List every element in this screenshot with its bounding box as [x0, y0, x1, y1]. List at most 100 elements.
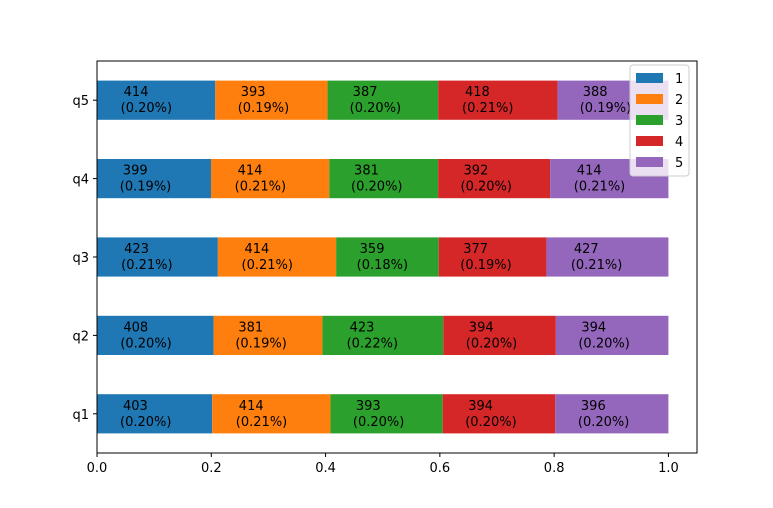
data-label-count: 414 — [124, 85, 149, 100]
x-tick-label-0.2: 0.2 — [201, 461, 222, 476]
bar-q2-series-4 — [443, 315, 556, 355]
data-label-q1-series-3: 393 (0.20%) — [353, 399, 404, 430]
data-label-count: 359 — [360, 242, 385, 257]
data-label-q2-series-5: 394 (0.20%) — [578, 320, 629, 351]
legend-label-series-5: 5 — [675, 156, 683, 171]
legend-label-series-1: 1 — [675, 72, 683, 87]
bar-q5-series-3 — [327, 80, 439, 120]
data-label-count: 381 — [238, 320, 263, 335]
x-tick-label-1.0: 1.0 — [658, 461, 679, 476]
data-label-q5-series-1: 414 (0.20%) — [121, 85, 172, 116]
bar-q2-series-2 — [213, 315, 323, 355]
data-labels-layer: 403 (0.20%)414 (0.21%)393 (0.20%)394 (0.20%)… — [120, 85, 631, 430]
data-label-percent: (0.20%) — [466, 336, 517, 351]
data-label-count: 394 — [469, 320, 494, 335]
data-label-q5-series-5: 388 (0.19%) — [580, 85, 631, 116]
data-label-q2-series-2: 381 (0.19%) — [235, 320, 286, 351]
bar-q1-series-5 — [555, 394, 669, 434]
data-label-q3-series-3: 359 (0.18%) — [357, 242, 408, 273]
data-label-percent: (0.19%) — [460, 258, 511, 273]
data-label-percent: (0.22%) — [347, 336, 398, 351]
bar-q2-series-1 — [97, 315, 214, 355]
data-label-q3-series-1: 423 (0.21%) — [121, 242, 172, 273]
bar-q2-series-3 — [322, 315, 444, 355]
data-label-percent: (0.20%) — [120, 336, 171, 351]
legend-label-series-3: 3 — [675, 114, 683, 129]
data-label-q3-series-4: 377 (0.19%) — [460, 242, 511, 273]
data-label-q1-series-2: 414 (0.21%) — [236, 399, 287, 430]
legend: 1 2 3 4 5 — [629, 64, 690, 177]
bar-q3-series-5 — [546, 237, 669, 277]
data-label-percent: (0.21%) — [571, 258, 622, 273]
data-label-q4-series-1: 399 (0.19%) — [120, 164, 171, 195]
data-label-q1-series-1: 403 (0.20%) — [120, 399, 171, 430]
legend-swatch-series-2 — [636, 94, 663, 104]
data-label-q5-series-2: 393 (0.19%) — [238, 85, 289, 116]
data-label-percent: (0.21%) — [574, 180, 625, 195]
bar-q4-series-2 — [211, 159, 330, 199]
bar-q5-series-2 — [215, 80, 328, 120]
data-label-count: 377 — [463, 242, 488, 257]
data-label-percent: (0.19%) — [120, 180, 171, 195]
data-label-count: 393 — [356, 399, 381, 414]
data-label-count: 414 — [238, 164, 263, 179]
data-label-count: 387 — [353, 85, 378, 100]
bar-q5-series-4 — [438, 80, 558, 120]
data-label-q1-series-4: 394 (0.20%) — [465, 399, 516, 430]
bar-q1-series-1 — [97, 394, 213, 434]
x-tick-label-0.6: 0.6 — [430, 461, 451, 476]
data-label-count: 396 — [581, 399, 606, 414]
data-label-q4-series-4: 392 (0.20%) — [461, 164, 512, 195]
data-label-q3-series-5: 427 (0.21%) — [571, 242, 622, 273]
x-tick-label-0.8: 0.8 — [544, 461, 565, 476]
data-label-q5-series-3: 387 (0.20%) — [350, 85, 401, 116]
data-label-percent: (0.21%) — [236, 415, 287, 430]
data-label-count: 394 — [581, 320, 606, 335]
x-tick-label-0.4: 0.4 — [315, 461, 336, 476]
data-label-percent: (0.21%) — [121, 258, 172, 273]
bar-q2-series-5 — [555, 315, 669, 355]
legend-label-series-2: 2 — [675, 93, 683, 108]
data-label-count: 414 — [577, 164, 602, 179]
data-label-count: 392 — [464, 164, 489, 179]
data-label-count: 388 — [583, 85, 608, 100]
bar-q4-series-1 — [97, 159, 211, 199]
data-label-percent: (0.19%) — [238, 101, 289, 116]
data-label-count: 427 — [574, 242, 599, 257]
axes-layer: q1 q2 q3 q4 q5 0.0 0.2 0.4 0.6 0.8 1.0 — [72, 94, 678, 476]
data-label-count: 423 — [124, 242, 149, 257]
data-label-percent: (0.19%) — [580, 101, 631, 116]
data-label-percent: (0.20%) — [578, 415, 629, 430]
legend-swatch-series-3 — [636, 115, 663, 125]
data-label-count: 408 — [123, 320, 148, 335]
bar-q1-series-2 — [212, 394, 331, 434]
bar-q3-series-2 — [217, 237, 337, 277]
data-label-percent: (0.20%) — [120, 415, 171, 430]
data-label-q2-series-3: 423 (0.22%) — [347, 320, 398, 351]
bar-q3-series-1 — [97, 237, 218, 277]
data-label-q4-series-3: 381 (0.20%) — [351, 164, 402, 195]
data-label-percent: (0.18%) — [357, 258, 408, 273]
data-label-q2-series-4: 394 (0.20%) — [466, 320, 517, 351]
data-label-count: 393 — [241, 85, 266, 100]
data-label-q4-series-5: 414 (0.21%) — [574, 164, 625, 195]
y-tick-label-q4: q4 — [72, 173, 89, 188]
bar-q4-series-3 — [329, 159, 439, 199]
bar-q3-series-4 — [438, 237, 547, 277]
data-label-percent: (0.21%) — [235, 180, 286, 195]
data-label-q5-series-4: 418 (0.21%) — [462, 85, 513, 116]
data-label-percent: (0.21%) — [242, 258, 293, 273]
data-label-count: 381 — [354, 164, 379, 179]
data-label-count: 414 — [245, 242, 270, 257]
x-tick-label-0.0: 0.0 — [87, 461, 108, 476]
data-label-percent: (0.20%) — [353, 415, 404, 430]
bar-q4-series-4 — [438, 159, 551, 199]
data-label-q4-series-2: 414 (0.21%) — [235, 164, 286, 195]
bar-q1-series-4 — [442, 394, 556, 434]
legend-swatch-series-4 — [636, 136, 663, 146]
bars-layer — [97, 80, 669, 434]
y-tick-label-q3: q3 — [72, 251, 89, 266]
legend-label-series-4: 4 — [675, 135, 683, 150]
data-label-count: 399 — [123, 164, 148, 179]
